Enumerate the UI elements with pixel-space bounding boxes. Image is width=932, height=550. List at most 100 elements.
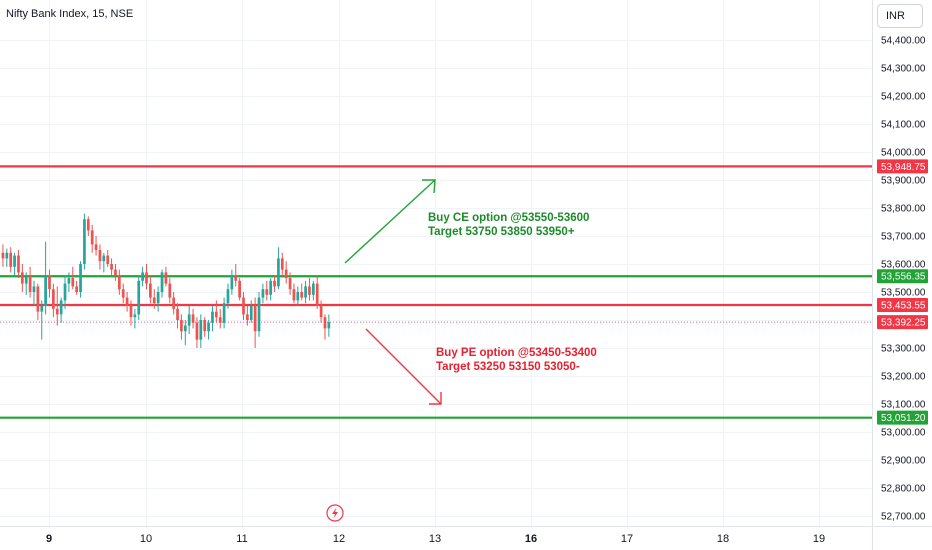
candle-body (199, 320, 203, 340)
candle (5, 248, 9, 267)
candle (203, 317, 207, 337)
candle (172, 292, 176, 315)
candle (13, 252, 16, 276)
candle (269, 278, 273, 301)
candle (176, 303, 179, 329)
candle (152, 289, 156, 309)
candle-body (265, 289, 269, 295)
price-tick-label: 54,200.00 (881, 92, 926, 103)
price-tick-label: 52,900.00 (881, 456, 926, 467)
level-badge-3-bg (877, 298, 928, 313)
candle-body (59, 300, 63, 315)
candle (129, 300, 133, 326)
candle (48, 269, 51, 298)
candle-body (280, 258, 284, 270)
candle-body (114, 269, 117, 276)
candle (296, 286, 300, 306)
candle-body (211, 311, 214, 323)
trade-annotations: Buy CE option @53550-53600 Target 53750 … (344, 179, 597, 405)
candle-body (17, 255, 20, 273)
candle (211, 306, 214, 332)
candle (273, 275, 276, 292)
candle (277, 247, 280, 290)
candle (114, 264, 117, 281)
level-badge-4-text: 53,051.20 (881, 413, 926, 424)
candle-body (214, 311, 218, 318)
candle-body (71, 278, 75, 287)
candle (319, 300, 323, 323)
candle-body (284, 269, 288, 278)
date-label: 12 (333, 533, 345, 545)
candle (125, 292, 129, 312)
time-axis[interactable]: 9 10 11 12 13 16 17 18 19 (0, 526, 932, 546)
candle (168, 278, 172, 304)
candle (191, 308, 195, 329)
candle-body (292, 289, 296, 301)
price-badges: 53,948.75 53,556.35 53,453.55 53,051.20 53,3… (877, 159, 928, 425)
horizontal-levels[interactable] (0, 165, 872, 419)
candle-body (63, 283, 67, 301)
candle (59, 297, 63, 323)
candle (28, 266, 32, 298)
current-price-badge-text: 53,392.25 (881, 318, 926, 329)
price-tick-label: 53,700.00 (881, 232, 926, 243)
candle-body (110, 264, 113, 270)
candle (9, 247, 13, 273)
candle (110, 258, 113, 276)
candle-body (277, 258, 280, 287)
candle-body (257, 297, 261, 332)
candle (52, 283, 55, 318)
candle-body (145, 272, 148, 284)
candle-body (152, 297, 156, 304)
pe-annotation-line1: Buy PE option @53450-53400 (436, 347, 597, 359)
candle-body (323, 317, 327, 329)
candle (71, 266, 75, 290)
candle (327, 314, 331, 337)
candle-body (249, 306, 253, 320)
date-label: 9 (46, 533, 52, 545)
candle (94, 236, 98, 256)
lightning-bolt-icon[interactable] (326, 504, 344, 522)
candle-body (319, 306, 323, 318)
candle-body (242, 297, 245, 315)
candle-body (1, 252, 5, 259)
candle-body (172, 297, 176, 309)
candle-body (222, 303, 226, 323)
candle (63, 275, 67, 309)
price-tick-label: 53,900.00 (881, 176, 926, 187)
candle-body (5, 252, 9, 259)
candle-body (24, 275, 28, 284)
candle (24, 272, 28, 295)
candle-body (13, 255, 16, 267)
price-tick-label: 54,000.00 (881, 148, 926, 159)
candle-body (133, 314, 137, 318)
candle-body (149, 283, 152, 298)
candle (40, 300, 44, 340)
candle (160, 269, 164, 298)
candle-body (288, 278, 292, 290)
date-label: 16 (525, 533, 537, 545)
candle-body (106, 255, 110, 264)
price-tick-label: 53,300.00 (881, 344, 926, 355)
candle (199, 314, 203, 348)
date-label: 18 (717, 533, 729, 545)
candle (117, 269, 121, 295)
candle-body (308, 286, 311, 295)
candle-body (156, 292, 160, 304)
candle (180, 314, 183, 340)
candle-body (315, 283, 319, 306)
symbol-title: Nifty Bank Index, 15, NSE (6, 8, 134, 20)
price-tick-label: 53,200.00 (881, 372, 926, 383)
candle-body (230, 275, 234, 290)
candle (98, 244, 102, 270)
currency-selector[interactable]: INR (877, 4, 923, 28)
level-badge-2: 53,556.35 (877, 269, 928, 284)
candle-body (83, 219, 86, 264)
candle (55, 286, 59, 326)
candle (86, 216, 90, 236)
candle-body (20, 272, 24, 284)
candle (149, 275, 152, 304)
candle-body (121, 289, 125, 298)
candle-body (90, 230, 94, 245)
